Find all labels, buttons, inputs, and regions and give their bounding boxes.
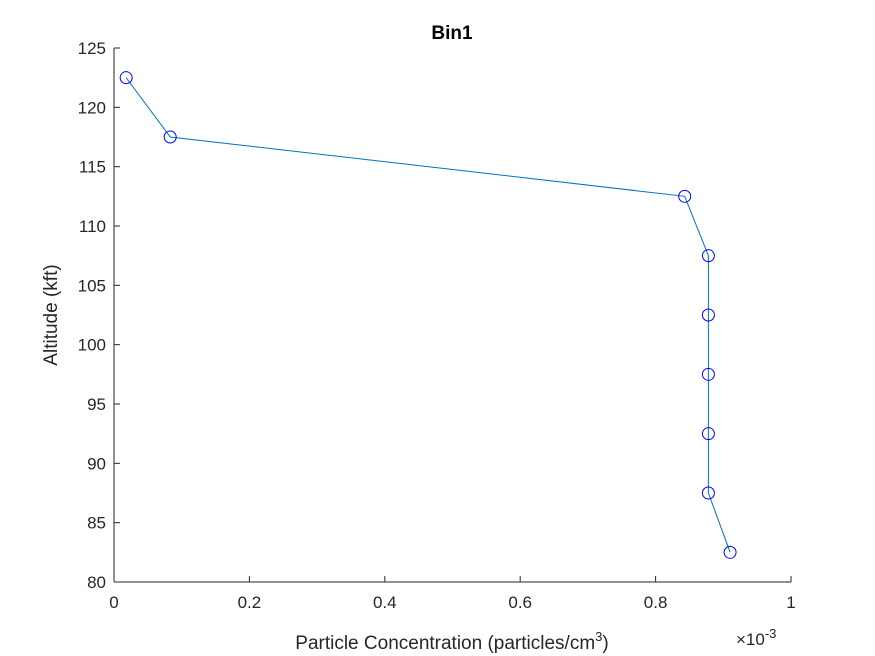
x-tick-label: 0.8: [644, 593, 668, 612]
y-tick-label: 95: [87, 395, 106, 414]
x-axis-label-close: ): [602, 633, 608, 654]
data-point-marker: [701, 367, 715, 381]
data-point-marker: [701, 308, 715, 322]
y-tick-label: 110: [79, 217, 106, 236]
data-point-marker: [119, 71, 133, 85]
y-tick-label: 105: [78, 276, 106, 295]
x-axis-label: Particle Concentration (particles/cm3): [295, 629, 608, 654]
x-tick-label: 0: [109, 593, 118, 612]
y-tick-label: 85: [87, 514, 106, 533]
y-tick-label: 80: [87, 573, 106, 592]
series-line: [125, 77, 731, 553]
x-tick-label: 0.4: [373, 593, 397, 612]
y-ticks: 80 85 90 95 100 105 110 115 120 125: [78, 39, 120, 592]
data-point-marker: [701, 486, 715, 500]
data-point-marker: [163, 130, 177, 144]
data-point-marker: [678, 189, 692, 203]
x-multiplier-base: ×10: [736, 630, 765, 649]
x-tick-label: 0.2: [238, 593, 262, 612]
x-axis-multiplier: ×10-3: [736, 626, 776, 649]
data-point-marker: [723, 545, 737, 559]
y-tick-label: 125: [78, 39, 106, 58]
plot-area: 0 0.2 0.4 0.6 0.8 1 80 85 90 95 100 105 110 115 120 12…: [78, 39, 796, 612]
x-tick-label: 1: [786, 593, 795, 612]
y-tick-label: 90: [87, 454, 106, 473]
y-tick-label: 100: [78, 336, 106, 355]
data-series: [119, 71, 737, 559]
x-axis-label-main: Particle Concentration (particles/cm: [295, 633, 595, 654]
data-point-marker: [701, 249, 715, 263]
x-ticks: 0 0.2 0.4 0.6 0.8 1: [109, 576, 796, 612]
x-multiplier-exponent: -3: [765, 626, 777, 641]
chart-title: Bin1: [431, 23, 473, 44]
x-tick-label: 0.6: [508, 593, 532, 612]
y-tick-label: 120: [78, 98, 106, 117]
y-axis-label: Altitude (kft): [41, 264, 62, 365]
data-point-marker: [701, 427, 715, 441]
y-tick-label: 115: [79, 158, 106, 177]
x-axis-label-exponent: 3: [595, 629, 602, 644]
